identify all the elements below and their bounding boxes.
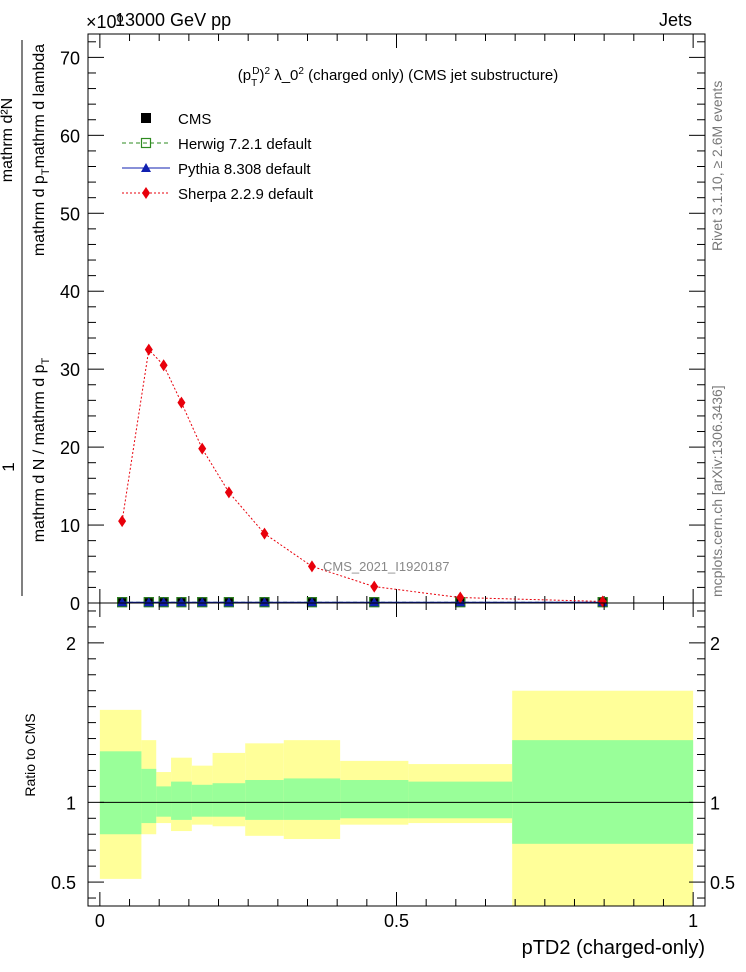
header-process: Jets xyxy=(659,10,692,30)
data-point xyxy=(158,597,169,607)
ratio-stat-band xyxy=(212,783,246,817)
y-tick-label: 60 xyxy=(60,126,80,146)
ratio-stat-band xyxy=(408,781,513,819)
ratio-stat-band xyxy=(245,780,284,820)
legend: CMS Herwig 7.2.1 default Pythia 8.308 defa… xyxy=(122,111,314,203)
legend-label: Herwig 7.2.1 default xyxy=(178,136,312,153)
ratio-stat-band xyxy=(171,781,192,820)
header-collision: 13000 GeV pp xyxy=(115,10,231,30)
data-point xyxy=(177,396,186,409)
ratio-stat-band xyxy=(191,784,213,817)
main-plot-title: (pTD)2 λ_02 (charged only) (CMS jet subs… xyxy=(238,66,558,89)
ratio-stat-band xyxy=(512,740,694,844)
data-point xyxy=(456,591,465,604)
series-pythia xyxy=(117,597,608,607)
data-point xyxy=(142,187,150,199)
svg-text:mathrm d²N: mathrm d²N xyxy=(0,98,16,182)
ratio-stat-band xyxy=(141,768,157,824)
data-point xyxy=(140,137,152,149)
data-point xyxy=(260,527,269,540)
ratio-y-tick-label: 2 xyxy=(66,634,76,654)
data-point xyxy=(198,442,207,455)
data-point xyxy=(143,597,154,607)
x-tick-label: 0.5 xyxy=(384,911,409,931)
data-point xyxy=(370,580,379,593)
y-tick-label: 0 xyxy=(70,594,80,614)
y-tick-label: 20 xyxy=(60,438,80,458)
y-tick-label: 40 xyxy=(60,282,80,302)
header-exponent: ×10⁰ xyxy=(86,12,124,32)
data-point xyxy=(144,343,153,356)
legend-label: CMS xyxy=(178,111,211,128)
ratio-y-tick-label: 2 xyxy=(710,634,720,654)
ratio-stat-band xyxy=(99,751,142,835)
data-point xyxy=(159,359,168,372)
data-point xyxy=(369,597,380,607)
data-point xyxy=(598,595,607,608)
legend-label: Pythia 8.308 default xyxy=(178,161,311,178)
data-point xyxy=(259,597,270,607)
ratio-stat-band xyxy=(283,778,341,820)
data-point xyxy=(141,163,151,172)
watermark: CMS_2021_I1920187 xyxy=(323,559,450,574)
data-point xyxy=(307,560,316,573)
ratio-y-axis-label: Ratio to CMS xyxy=(22,713,38,796)
x-tick-label: 1 xyxy=(688,911,698,931)
data-point xyxy=(223,597,234,607)
ratio-y-tick-label: 0.5 xyxy=(51,873,76,893)
data-point xyxy=(176,597,187,607)
data-point xyxy=(306,597,317,607)
svg-text:mathrm d pTmathrm d lambda: mathrm d pTmathrm d lambda xyxy=(31,44,52,256)
x-tick-label: 0 xyxy=(95,911,105,931)
ratio-y-tick-label: 1 xyxy=(710,793,720,813)
ratio-y-tick-label: 1 xyxy=(66,793,76,813)
rivet-label: Rivet 3.1.10, ≥ 2.6M events xyxy=(709,81,725,251)
y-tick-label: 10 xyxy=(60,516,80,536)
series-sherpa xyxy=(118,343,607,608)
data-point xyxy=(197,597,208,607)
ratio-stat-band xyxy=(156,786,172,817)
y-tick-label: 50 xyxy=(60,204,80,224)
series-line xyxy=(121,348,603,602)
svg-text:1: 1 xyxy=(0,462,18,471)
svg-text:mathrm d N / mathrm d pT: mathrm d N / mathrm d pT xyxy=(31,357,52,542)
data-point xyxy=(224,486,233,499)
y-tick-label: 30 xyxy=(60,360,80,380)
data-point xyxy=(117,597,128,607)
main-y-axis-label: 1 mathrm d²N mathrm d pTmathrm d lambda … xyxy=(0,40,52,596)
y-tick-label: 70 xyxy=(60,48,80,68)
x-axis-label: pTD2 (charged-only) xyxy=(522,937,705,959)
data-point xyxy=(141,113,151,123)
ratio-y-tick-label: 0.5 xyxy=(710,873,735,893)
data-point xyxy=(118,515,127,528)
ratio-stat-band xyxy=(340,780,409,819)
legend-label: Sherpa 2.2.9 default xyxy=(178,186,314,203)
mcplots-label: mcplots.cern.ch [arXiv:1306.3436] xyxy=(709,385,725,597)
